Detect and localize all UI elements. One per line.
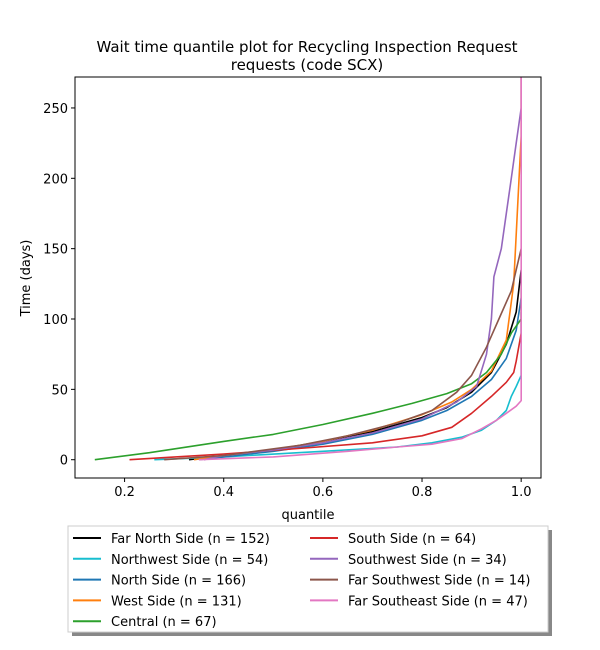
legend: Far North Side (n = 152) Northwest Side (… (67, 525, 552, 636)
legend-label-6: Southwest Side (n = 34) (348, 553, 507, 568)
x-tick-label-2: 0.6 (313, 485, 334, 500)
legend-items: Far North Side (n = 152) Northwest Side (… (73, 532, 530, 630)
y-tick-label-4: 200 (43, 172, 68, 187)
y-tick-label-2: 100 (43, 313, 68, 328)
plot-frame (74, 76, 542, 479)
series-line-4 (94, 283, 523, 461)
x-axis-label: quantile (281, 508, 334, 523)
series-line-0 (188, 269, 522, 461)
series-line-5 (129, 304, 523, 461)
y-tick-label-5: 250 (43, 102, 68, 117)
y-axis-label: Time (days) (19, 240, 34, 318)
x-tick-label-1: 0.4 (213, 485, 234, 500)
legend-label-4: Central (n = 67) (111, 615, 217, 630)
chart-title-line-2: requests (code SCX) (231, 56, 384, 74)
legend-label-3: West Side (n = 131) (111, 594, 242, 609)
legend-box (67, 525, 549, 633)
legend-label-7: Far Southwest Side (n = 14) (348, 574, 530, 589)
series-line-7 (164, 248, 522, 461)
series-line-8 (198, 77, 523, 461)
legend-label-1: Northwest Side (n = 54) (111, 553, 268, 568)
legend-label-0: Far North Side (n = 152) (111, 532, 270, 547)
x-tick-label-3: 0.8 (412, 485, 433, 500)
series-line-2 (198, 297, 522, 461)
x-axis-ticks: 0.2 0.4 0.6 0.8 1.0 (114, 478, 532, 500)
legend-label-5: South Side (n = 64) (348, 532, 476, 547)
plot-lines (94, 77, 523, 461)
series-line-1 (154, 312, 523, 461)
y-axis-ticks: 0 50 100 150 200 250 (43, 102, 75, 469)
y-tick-label-3: 150 (43, 243, 68, 258)
legend-label-8: Far Southeast Side (n = 47) (348, 594, 528, 609)
x-tick-label-0: 0.2 (114, 485, 135, 500)
y-tick-label-0: 0 (60, 454, 68, 469)
y-tick-label-1: 50 (51, 383, 68, 398)
series-line-6 (203, 77, 523, 461)
series-line-3 (193, 77, 523, 461)
chart-title-line-1: Wait time quantile plot for Recycling In… (96, 38, 517, 56)
legend-label-2: North Side (n = 166) (111, 574, 246, 589)
x-tick-label-4: 1.0 (511, 485, 532, 500)
